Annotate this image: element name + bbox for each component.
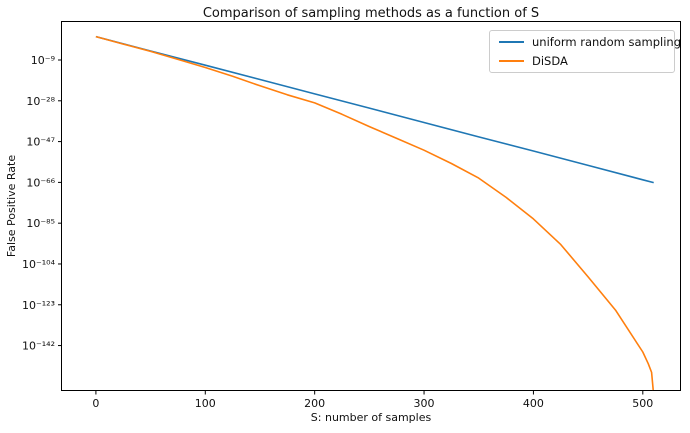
y-tick-label: 10⁻²⁸ — [26, 95, 55, 108]
y-tick-label: 10⁻⁴⁷ — [26, 136, 55, 149]
y-tick-label: 10⁻¹⁴² — [22, 340, 55, 353]
y-tick-label: 10⁻⁸⁵ — [26, 217, 55, 230]
legend-item-uniform: uniform random sampling — [499, 34, 681, 50]
chart-title: Comparison of sampling methods as a func… — [203, 6, 539, 21]
legend: uniform random sampling DiSDA — [489, 30, 681, 73]
legend-line-sample-disda — [499, 60, 524, 62]
x-tick-label: 500 — [632, 397, 653, 410]
x-tick-label: 400 — [523, 397, 544, 410]
legend-label-disda: DiSDA — [532, 54, 568, 68]
y-tick-label: 10⁻⁶⁶ — [26, 176, 55, 189]
plot-border — [61, 21, 681, 391]
y-tick-label: 10⁻¹²³ — [22, 299, 55, 312]
x-tick-label: 0 — [92, 397, 99, 410]
x-axis-label: S: number of samples — [311, 411, 432, 424]
legend-label-uniform: uniform random sampling — [532, 35, 682, 49]
x-tick-label: 200 — [304, 397, 325, 410]
legend-item-disda: DiSDA — [499, 53, 674, 69]
x-tick-label: 300 — [414, 397, 435, 410]
x-tick-label: 100 — [195, 397, 216, 410]
y-axis-label: False Positive Rate — [5, 155, 18, 257]
legend-line-sample-uniform — [499, 41, 524, 43]
series-line-uniform — [95, 35, 654, 184]
axes: 0 100 200 300 400 500 10⁻⁹ 10⁻²⁸ 10⁻⁴⁷ 10⁻⁶⁶ 10⁻⁸⁵… — [22, 21, 681, 410]
y-tick-label: 10⁻¹⁰⁴ — [22, 258, 56, 271]
series-line-disda — [95, 35, 654, 391]
y-tick-label: 10⁻⁹ — [31, 54, 55, 67]
